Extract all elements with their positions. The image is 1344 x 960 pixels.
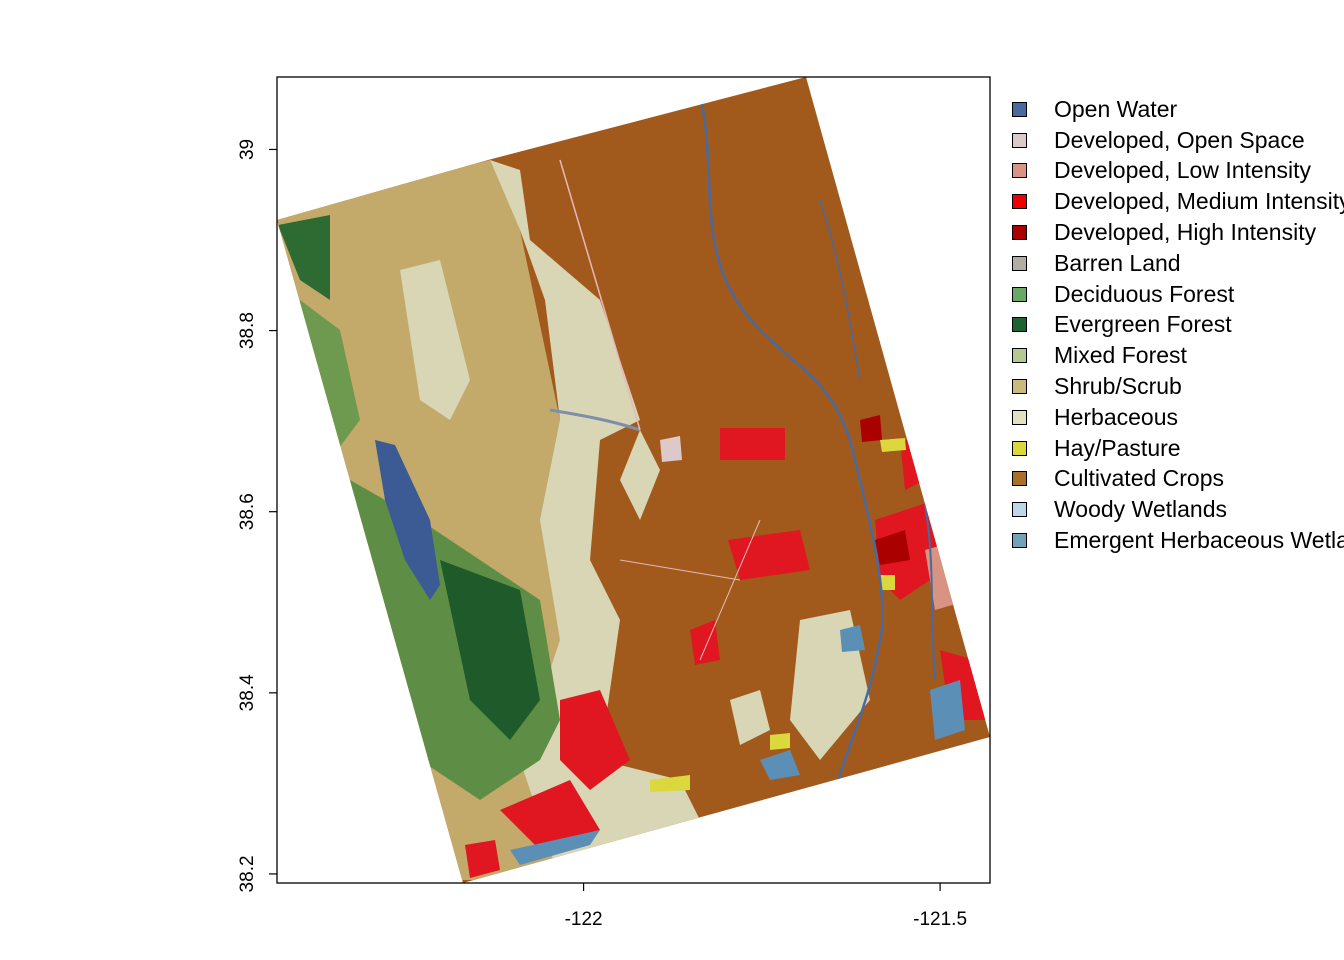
y-tick-label: 38.2	[237, 855, 258, 892]
legend-item: Cultivated Crops	[1012, 464, 1344, 495]
y-tick-label: 39	[237, 139, 258, 160]
legend-label: Evergreen Forest	[1054, 311, 1232, 338]
x-tick-label: -121.5	[913, 909, 967, 930]
legend-swatch	[1012, 194, 1027, 210]
plot-frame	[276, 76, 991, 884]
legend-swatch	[1012, 409, 1027, 425]
y-tick-label: 38.4	[237, 674, 258, 711]
legend-label: Barren Land	[1054, 249, 1181, 276]
y-axis: 38.2 38.4 38.6 38.8 39	[237, 139, 277, 892]
legend-swatch	[1012, 471, 1027, 487]
legend-label: Deciduous Forest	[1054, 280, 1235, 307]
legend-swatch	[1012, 286, 1027, 302]
legend-item: Developed, Low Intensity	[1012, 156, 1344, 187]
legend-item: Shrub/Scrub	[1012, 371, 1344, 402]
x-tick-label: -122	[565, 909, 603, 930]
legend-label: Developed, High Intensity	[1054, 219, 1317, 246]
legend-item: Hay/Pasture	[1012, 433, 1344, 464]
legend-label: Developed, Low Intensity	[1054, 157, 1311, 184]
legend-swatch	[1012, 255, 1027, 271]
legend-item: Developed, High Intensity	[1012, 217, 1344, 248]
legend-swatch	[1012, 533, 1027, 549]
y-tick-label: 38.8	[237, 312, 258, 349]
legend-swatch	[1012, 502, 1027, 518]
legend-swatch	[1012, 101, 1027, 117]
legend-swatch	[1012, 440, 1027, 456]
legend-label: Developed, Open Space	[1054, 126, 1305, 153]
legend-label: Cultivated Crops	[1054, 465, 1225, 492]
legend-swatch	[1012, 379, 1027, 395]
legend-swatch	[1012, 132, 1027, 148]
legend-label: Herbaceous	[1054, 403, 1179, 430]
legend-swatch	[1012, 163, 1027, 179]
legend-item: Evergreen Forest	[1012, 310, 1344, 341]
legend-label: Open Water	[1054, 95, 1178, 122]
legend-item: Open Water	[1012, 94, 1344, 125]
legend: Open Water Developed, Open Space Developed…	[1012, 94, 1344, 556]
legend-item: Barren Land	[1012, 248, 1344, 279]
legend-item: Emergent Herbaceous Wetlands	[1012, 525, 1344, 556]
legend-item: Deciduous Forest	[1012, 279, 1344, 310]
legend-label: Woody Wetlands	[1054, 496, 1228, 523]
legend-swatch	[1012, 348, 1027, 364]
legend-item: Mixed Forest	[1012, 340, 1344, 371]
legend-item: Herbaceous	[1012, 402, 1344, 433]
legend-label: Hay/Pasture	[1054, 434, 1181, 461]
legend-item: Developed, Open Space	[1012, 125, 1344, 156]
legend-item: Developed, Medium Intensity	[1012, 186, 1344, 217]
y-tick-label: 38.6	[237, 493, 258, 530]
legend-label: Emergent Herbaceous Wetlands	[1054, 527, 1344, 554]
legend-label: Shrub/Scrub	[1054, 373, 1182, 400]
legend-label: Mixed Forest	[1054, 342, 1187, 369]
x-axis: -122 -121.5	[565, 883, 967, 930]
legend-item: Woody Wetlands	[1012, 494, 1344, 525]
raster-tile	[277, 77, 990, 883]
legend-swatch	[1012, 317, 1027, 333]
legend-label: Developed, Medium Intensity	[1054, 188, 1344, 215]
legend-swatch	[1012, 225, 1027, 241]
